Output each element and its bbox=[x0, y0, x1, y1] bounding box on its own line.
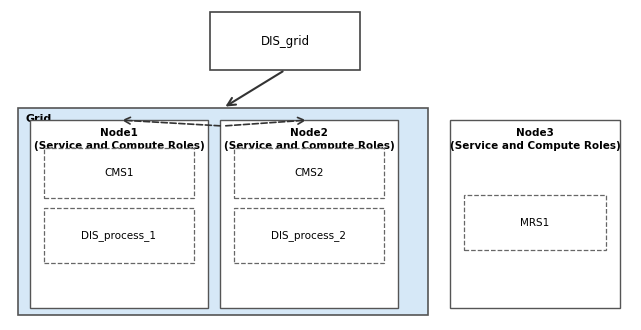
Text: MRS1: MRS1 bbox=[520, 217, 549, 227]
Bar bbox=[44, 148, 194, 198]
Text: Node1
(Service and Compute Roles): Node1 (Service and Compute Roles) bbox=[33, 128, 204, 151]
Bar bbox=[210, 12, 360, 70]
Bar bbox=[234, 148, 384, 198]
Bar bbox=[220, 120, 398, 308]
Bar bbox=[234, 208, 384, 263]
Text: Node2
(Service and Compute Roles): Node2 (Service and Compute Roles) bbox=[224, 128, 394, 151]
Text: CMS1: CMS1 bbox=[104, 168, 134, 178]
Text: DIS_process_2: DIS_process_2 bbox=[272, 230, 347, 241]
Text: Grid: Grid bbox=[26, 114, 53, 124]
Bar bbox=[18, 108, 428, 315]
Bar bbox=[464, 195, 606, 250]
Bar bbox=[450, 120, 620, 308]
Bar bbox=[30, 120, 208, 308]
Text: Node3
(Service and Compute Roles): Node3 (Service and Compute Roles) bbox=[449, 128, 620, 151]
Text: CMS2: CMS2 bbox=[294, 168, 324, 178]
Text: DIS_grid: DIS_grid bbox=[260, 35, 310, 48]
Bar bbox=[44, 208, 194, 263]
Text: DIS_process_1: DIS_process_1 bbox=[81, 230, 156, 241]
